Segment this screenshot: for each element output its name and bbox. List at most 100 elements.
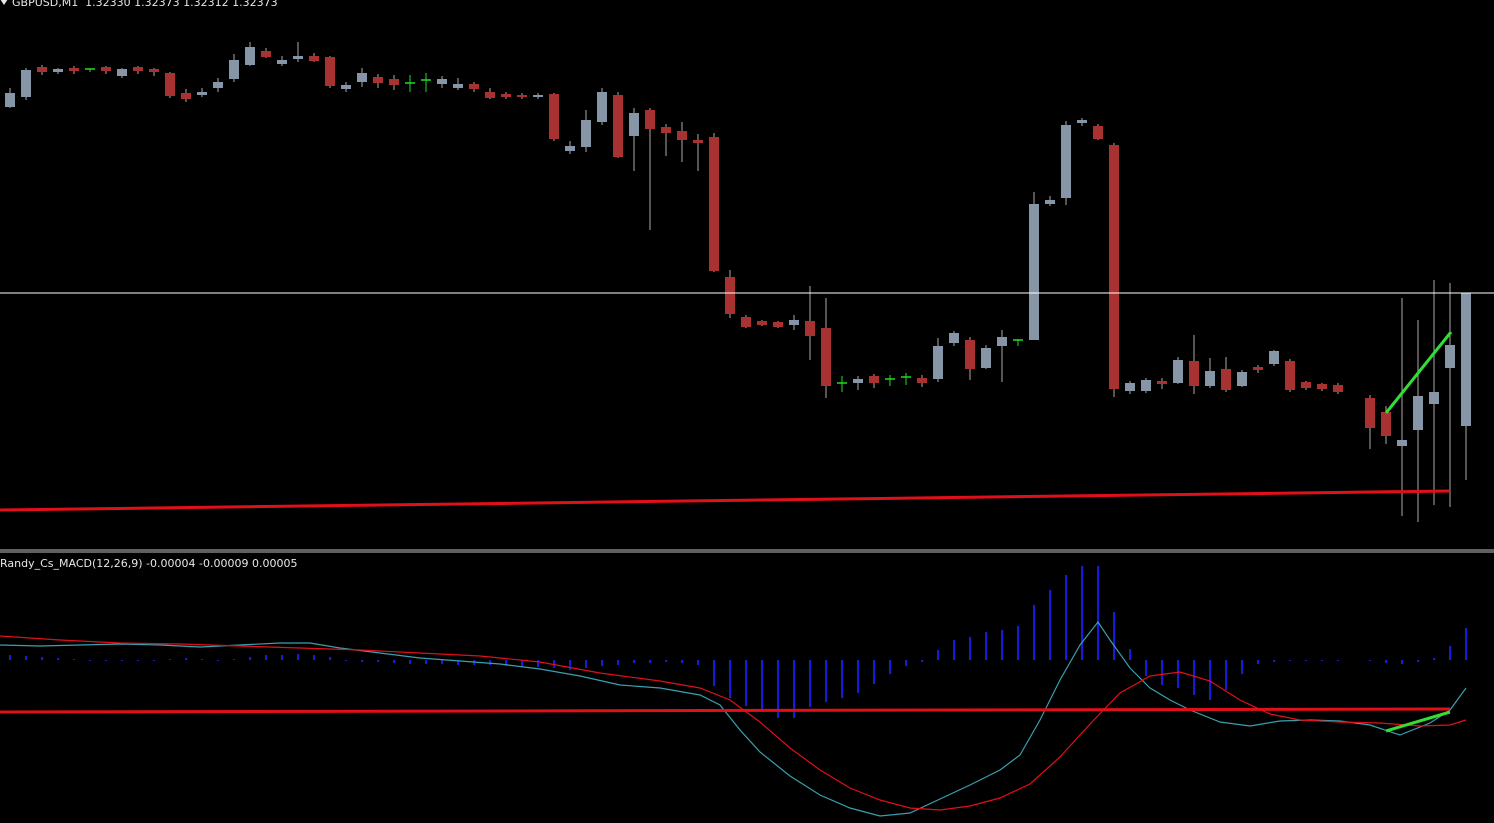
macd-histogram-bar — [249, 657, 252, 660]
candle — [677, 122, 687, 162]
candle — [53, 68, 63, 74]
macd-histogram-bar — [217, 660, 220, 661]
macd-histogram-bar — [1049, 590, 1052, 660]
candle-body — [725, 277, 735, 314]
macd-histogram-bar — [425, 660, 428, 664]
candle — [965, 337, 975, 380]
candle — [309, 53, 319, 62]
candle-body — [613, 95, 623, 157]
macd-histogram-bar — [1081, 566, 1084, 660]
candle — [1429, 280, 1439, 505]
candle — [709, 133, 719, 272]
dropdown-triangle-icon — [0, 0, 8, 5]
price-divergence-line — [1384, 331, 1453, 414]
candle-body — [549, 94, 559, 139]
candle-body — [1333, 385, 1343, 392]
candle-body — [1109, 145, 1119, 389]
candle-body — [1461, 293, 1471, 426]
candle-body — [181, 93, 191, 99]
candle — [1013, 339, 1023, 346]
candle — [389, 75, 399, 90]
candle — [981, 345, 991, 369]
candle-body — [997, 337, 1007, 346]
candle — [293, 42, 303, 62]
candle-body — [21, 70, 31, 97]
candle — [821, 298, 831, 398]
macd-histogram-bar — [137, 660, 140, 661]
macd-histogram-bar — [1289, 660, 1292, 661]
candle — [1285, 359, 1295, 392]
candle-body — [1157, 381, 1167, 384]
macd-histogram-bar — [649, 660, 652, 663]
macd-histogram-bar — [809, 660, 812, 707]
candle — [469, 82, 479, 92]
support-trend-line — [0, 489, 1451, 512]
macd-histogram-bar — [1113, 612, 1116, 660]
candle-body — [341, 85, 351, 89]
macd-histogram-bar — [233, 659, 236, 660]
candle-body — [981, 348, 991, 368]
candle — [1093, 124, 1103, 140]
candle — [581, 110, 591, 152]
indicator-header: Randy_Cs_MACD(12,26,9) -0.00004 -0.00009… — [0, 557, 298, 570]
candle-body — [949, 333, 959, 343]
macd-histogram-bar — [889, 660, 892, 674]
candle-body — [565, 146, 575, 151]
macd-histogram-bar — [617, 660, 620, 665]
macd-histogram-bar — [361, 660, 364, 662]
candle — [741, 315, 751, 328]
candle-body — [773, 322, 783, 327]
candle — [277, 56, 287, 66]
macd-histogram-bar — [601, 660, 604, 666]
macd-histogram-bar — [1273, 660, 1276, 662]
macd-histogram-bar — [201, 659, 204, 660]
candle — [1221, 357, 1231, 392]
macd-histogram-bar — [841, 660, 844, 698]
macd-histogram-bar — [281, 655, 284, 660]
candle-body — [741, 317, 751, 327]
macd-histogram-bar — [1193, 660, 1196, 695]
candle — [901, 373, 911, 385]
macd-histogram-bar — [953, 640, 956, 660]
candle — [773, 321, 783, 328]
candle-body — [1413, 396, 1423, 430]
macd-pane[interactable] — [0, 566, 1468, 817]
candle — [725, 270, 735, 318]
macd-histogram-bar — [1369, 660, 1372, 661]
candle-body — [1429, 392, 1439, 404]
macd-histogram-bar — [9, 655, 12, 660]
candle — [997, 330, 1007, 382]
candle — [1109, 143, 1119, 397]
candle-body — [1189, 361, 1199, 386]
candle-body — [37, 67, 47, 72]
candle-body — [933, 346, 943, 379]
candle-body — [1173, 360, 1183, 383]
candle-body — [229, 60, 239, 79]
candle — [1173, 357, 1183, 384]
candle-body — [517, 95, 527, 97]
candle-body — [197, 92, 207, 95]
candle-body — [805, 321, 815, 336]
candle — [565, 141, 575, 154]
candle — [37, 65, 47, 75]
candle-body — [5, 93, 15, 107]
macd-histogram-bar — [1449, 646, 1452, 660]
macd-histogram-bar — [537, 660, 540, 667]
macd-histogram-bar — [905, 660, 908, 666]
macd-histogram-bar — [297, 654, 300, 660]
candle-body — [53, 69, 63, 72]
symbol-header: GBPUSD,M1 1.32330 1.32373 1.32312 1.3237… — [0, 0, 278, 9]
macd-histogram-bar — [25, 656, 28, 660]
price-pane[interactable] — [0, 42, 1494, 522]
candle — [421, 73, 431, 92]
macd-histogram-bar — [729, 660, 732, 698]
macd-histogram-bar — [1257, 660, 1260, 664]
candle — [245, 42, 255, 66]
signal-line — [0, 635, 1467, 811]
macd-histogram-bar — [345, 660, 348, 661]
candle-body — [533, 95, 543, 97]
macd-histogram-bar — [57, 658, 60, 660]
macd-histogram-bar — [665, 660, 668, 662]
macd-histogram-bar — [1129, 649, 1132, 660]
